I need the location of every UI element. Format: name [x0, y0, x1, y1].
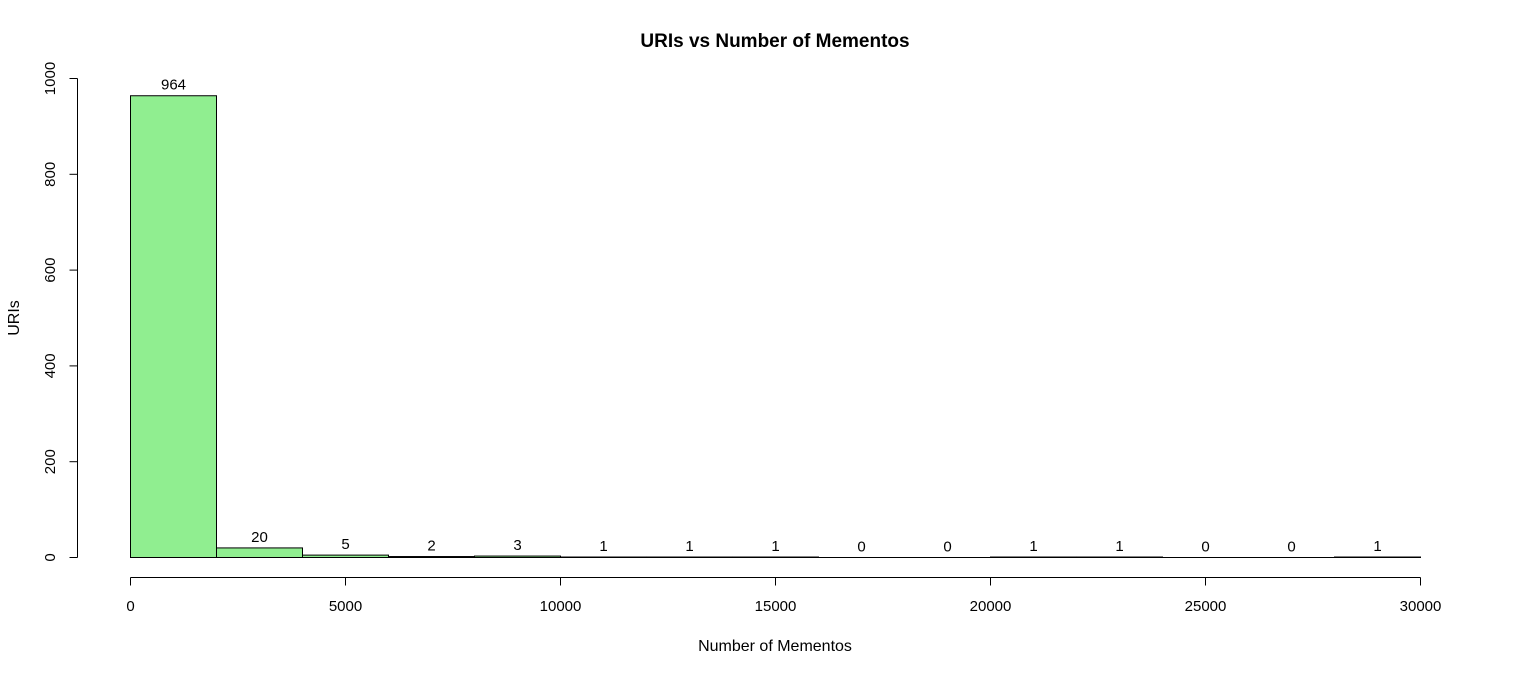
x-tick-label: 0 — [126, 598, 134, 615]
bar-count-label: 1 — [1029, 538, 1037, 555]
y-axis: 0 200 400 600 800 1000 — [42, 62, 78, 562]
histogram-bar — [389, 557, 475, 558]
y-tick-label: 600 — [42, 258, 59, 283]
bar-count-label: 5 — [341, 536, 349, 553]
bar-count-label: 3 — [513, 537, 521, 554]
x-tick-label: 5000 — [329, 598, 362, 615]
y-tick-label: 200 — [42, 449, 59, 474]
bar-count-label: 0 — [943, 539, 951, 556]
bar-count-label: 20 — [251, 529, 268, 546]
x-tick-label: 20000 — [970, 598, 1012, 615]
histogram-bar — [217, 548, 303, 558]
bar-labels-layer: 964 20 5 2 3 1 1 1 0 0 1 1 0 0 1 — [161, 77, 1382, 556]
chart-title: URIs vs Number of Mementos — [640, 31, 909, 52]
x-axis-label: Number of Mementos — [698, 638, 852, 655]
bar-count-label: 2 — [427, 538, 435, 555]
x-tick-label: 15000 — [755, 598, 797, 615]
bars-layer — [131, 96, 1421, 558]
histogram-bar — [131, 96, 217, 558]
x-tick-label: 25000 — [1185, 598, 1227, 615]
histogram-bar — [475, 556, 561, 557]
x-tick-label: 10000 — [540, 598, 582, 615]
x-axis: 0 5000 10000 15000 20000 25000 30000 — [126, 578, 1441, 616]
y-tick-label: 1000 — [42, 62, 59, 95]
bar-count-label: 1 — [599, 538, 607, 555]
bar-count-label: 1 — [685, 538, 693, 555]
bar-count-label: 1 — [1373, 538, 1381, 555]
y-tick-label: 800 — [42, 162, 59, 187]
histogram-bar — [303, 555, 389, 557]
bar-count-label: 1 — [1115, 538, 1123, 555]
bar-count-label: 0 — [1201, 539, 1209, 556]
y-axis-label: URIs — [6, 300, 23, 336]
y-tick-label: 400 — [42, 353, 59, 378]
bar-count-label: 0 — [1287, 539, 1295, 556]
y-tick-label: 0 — [42, 553, 59, 561]
x-tick-label: 30000 — [1400, 598, 1442, 615]
bar-count-label: 964 — [161, 77, 186, 94]
bar-count-label: 1 — [771, 538, 779, 555]
bar-count-label: 0 — [857, 539, 865, 556]
